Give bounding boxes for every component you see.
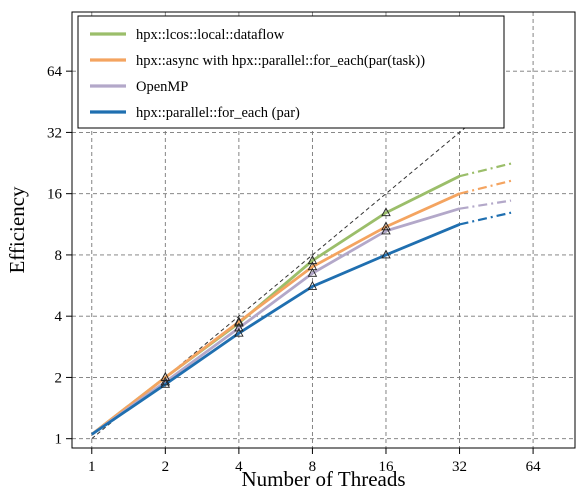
legend-label-0: hpx::lcos::local::dataflow: [136, 27, 285, 43]
y-tick-label-1: 1: [55, 432, 63, 448]
legend-label-3: hpx::parallel::for_each (par): [136, 105, 300, 121]
series-line-2: [90, 207, 460, 436]
legend-label-2: OpenMP: [136, 79, 188, 95]
plot-frame: [71, 11, 576, 449]
data-marker-1-4: [234, 316, 244, 326]
data-marker-2-2: [160, 376, 171, 386]
y-tick-label-64: 64: [47, 64, 63, 80]
x-axis-ticks: 1 2 4 8 16 32 64: [88, 448, 541, 475]
data-marker-2-16: [381, 225, 391, 235]
data-marker-0-16: [381, 207, 391, 217]
data-marker-3-2: [160, 378, 171, 388]
data-marker-0-4: [234, 317, 244, 327]
data-marker-1-16: [381, 221, 391, 231]
series-extrapolation-1: [459, 179, 512, 195]
y-tick-label-32: 32: [47, 125, 62, 141]
x-tick-label-8: 8: [309, 459, 317, 475]
y-tick-label-2: 2: [55, 370, 63, 386]
data-markers: [160, 207, 391, 388]
y-tick-label-8: 8: [55, 248, 63, 264]
series-extrapolation-2: [459, 199, 512, 210]
series-line-3: [90, 223, 461, 436]
data-marker-2-8: [307, 267, 318, 277]
legend-label-1: hpx::async with hpx::parallel::for_each(…: [136, 53, 425, 69]
x-axis-title: Number of Threads: [241, 467, 405, 491]
series-extrapolation-0: [459, 162, 512, 178]
y-axis-title: Efficiency: [5, 186, 29, 274]
x-tick-label-32: 32: [452, 459, 467, 475]
y-tick-label-16: 16: [47, 187, 63, 203]
x-tick-label-64: 64: [526, 459, 542, 475]
y-axis-ticks: 1 2 4 8 16 32 64: [47, 64, 72, 448]
data-marker-3-16: [381, 249, 391, 259]
data-marker-3-4: [234, 327, 244, 337]
series-lines: [90, 162, 512, 436]
data-marker-0-8: [307, 255, 318, 265]
x-tick-label-16: 16: [378, 459, 394, 475]
data-marker-3-8: [307, 280, 318, 290]
legend-box: [77, 15, 505, 129]
series-extrapolation-3: [459, 211, 512, 226]
data-marker-2-4: [234, 322, 244, 332]
x-tick-label-2: 2: [162, 459, 170, 475]
x-tick-label-4: 4: [235, 459, 243, 475]
x-tick-label-1: 1: [88, 459, 96, 475]
series-line-1: [90, 192, 461, 436]
y-tick-label-4: 4: [55, 309, 63, 325]
